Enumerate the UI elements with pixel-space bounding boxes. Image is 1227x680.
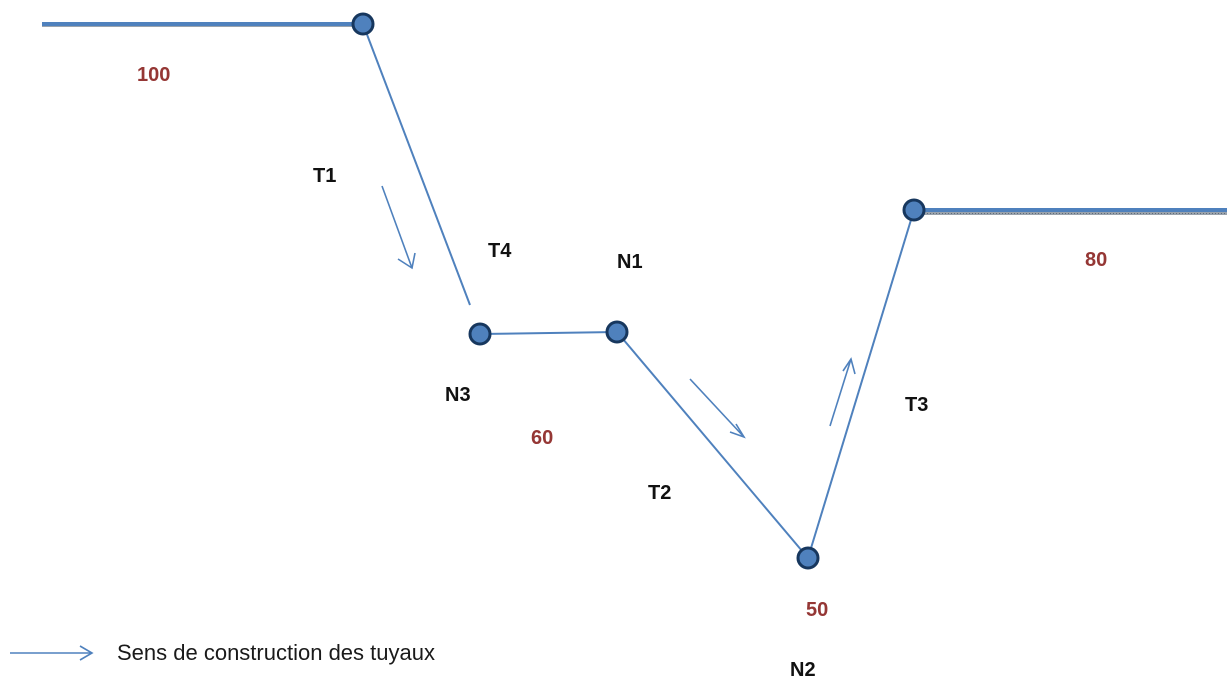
node-reservoir-left xyxy=(351,12,375,36)
elevation-reservoir-left: 100 xyxy=(137,64,171,86)
direction-arrow-t1 xyxy=(381,185,416,270)
node-reservoir-right xyxy=(902,198,926,222)
elevation-reservoir-right: 80 xyxy=(1085,249,1108,271)
legend-text: Sens de construction des tuyaux xyxy=(117,640,435,665)
node-n2 xyxy=(796,546,820,570)
reservoir-right xyxy=(914,208,1227,215)
pipe-t4 xyxy=(479,331,618,335)
node-n1 xyxy=(605,320,629,344)
pipe-label-t4: T4 xyxy=(488,240,512,262)
pipe-t3 xyxy=(807,209,915,559)
node-label-n2: N2 xyxy=(790,659,816,680)
elevation-n3: 60 xyxy=(531,427,554,449)
direction-arrow-t3 xyxy=(829,357,856,427)
direction-arrow-t2 xyxy=(689,378,746,439)
pipe-label-t1: T1 xyxy=(313,165,337,187)
pipe-label-t3: T3 xyxy=(905,394,929,416)
pipe-label-t2: T2 xyxy=(648,482,672,504)
node-n3 xyxy=(468,322,492,346)
pipe-t2 xyxy=(616,331,809,559)
reservoir-left xyxy=(42,22,363,27)
elevation-n2: 50 xyxy=(806,599,829,621)
node-label-n1: N1 xyxy=(617,251,643,273)
node-label-n3: N3 xyxy=(445,384,471,406)
pipe-t1 xyxy=(362,23,471,306)
arrow-right-icon xyxy=(10,645,94,661)
